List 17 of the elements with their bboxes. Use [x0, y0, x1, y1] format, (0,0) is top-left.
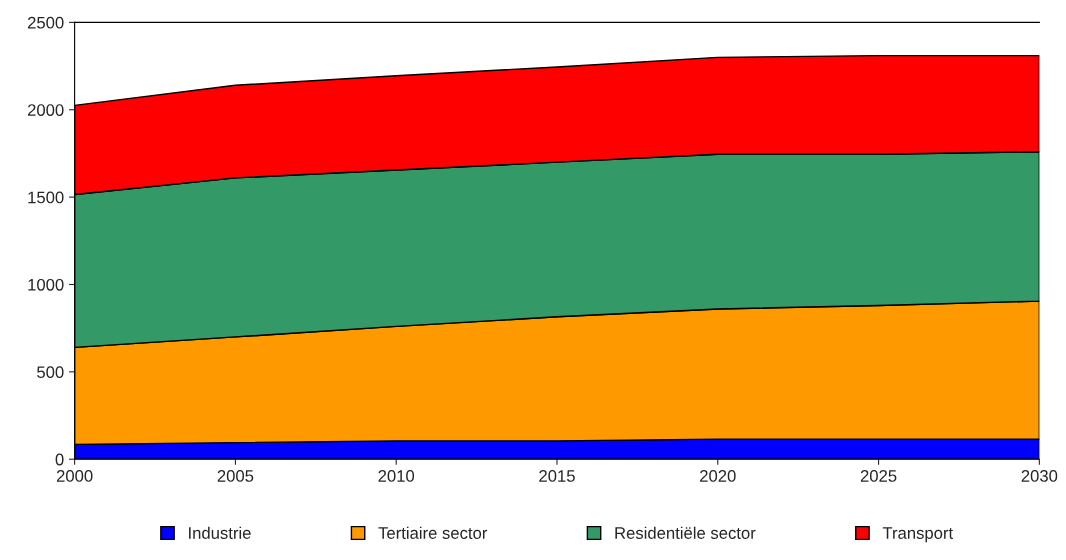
- x-tick-label: 2000: [56, 470, 93, 482]
- x-tick-label: 2025: [860, 470, 897, 482]
- x-tick-label: 2005: [217, 470, 254, 482]
- y-tick-label: 500: [37, 366, 64, 379]
- legend-label: Transport: [882, 527, 954, 543]
- y-tick-label: 1500: [28, 191, 64, 204]
- legend-label: Industrie: [189, 526, 251, 539]
- legend-label: Residentiële sector: [615, 526, 756, 539]
- legend-label: Tertiaire sector: [378, 526, 488, 539]
- x-tick-label: 2020: [700, 470, 736, 482]
- y-tick-label: 2000: [27, 104, 64, 116]
- x-tick-label: 2010: [378, 470, 415, 482]
- y-tick-label: 2500: [27, 16, 64, 29]
- x-tick-label: 2015: [539, 470, 575, 482]
- x-tick-label: 2030: [1021, 470, 1058, 482]
- y-tick-label: 1000: [28, 278, 64, 291]
- y-tick-label: 0: [55, 453, 64, 466]
